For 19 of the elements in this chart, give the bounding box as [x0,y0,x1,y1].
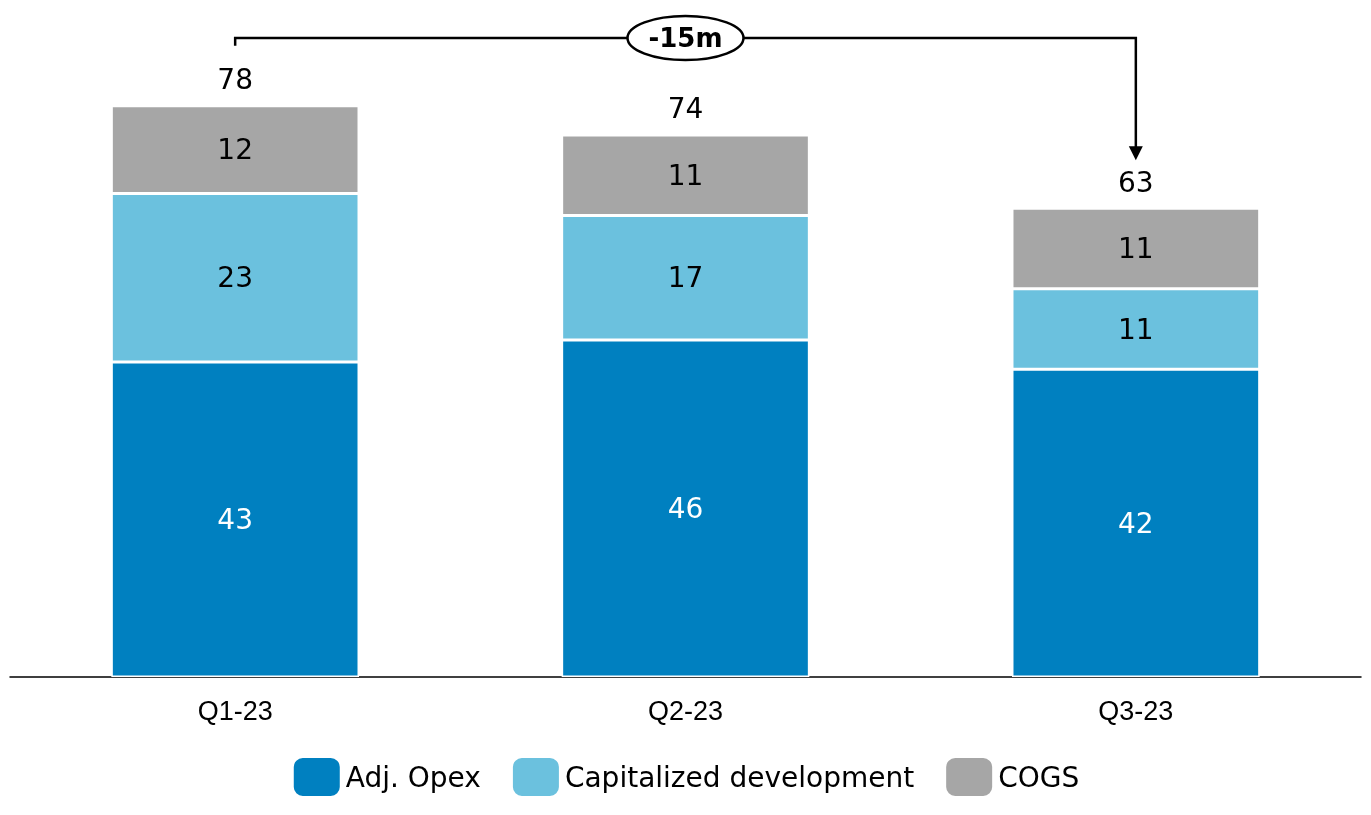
x-tick-label: Q2-23 [647,695,724,726]
data-label: 12 [217,133,253,167]
legend-label: Capitalized development [564,760,915,794]
x-tick-label: Q3-23 [1098,695,1174,726]
legend-label: Adj. Opex [345,760,481,794]
total-label: 74 [667,92,704,126]
data-label: 17 [667,261,704,295]
data-label: 11 [667,158,704,192]
text: -15m [648,23,723,53]
data-label: 23 [217,261,253,295]
legend-label: COGS [998,760,1080,794]
data-label: 42 [1118,506,1154,540]
data-label: 11 [1118,312,1154,346]
total-label: 63 [1118,165,1154,199]
data-label: 43 [217,503,253,537]
data-label: 46 [667,492,704,526]
data-label: 11 [1118,231,1154,265]
total-label: 78 [217,63,253,97]
x-tick-label: Q1-23 [197,695,273,726]
